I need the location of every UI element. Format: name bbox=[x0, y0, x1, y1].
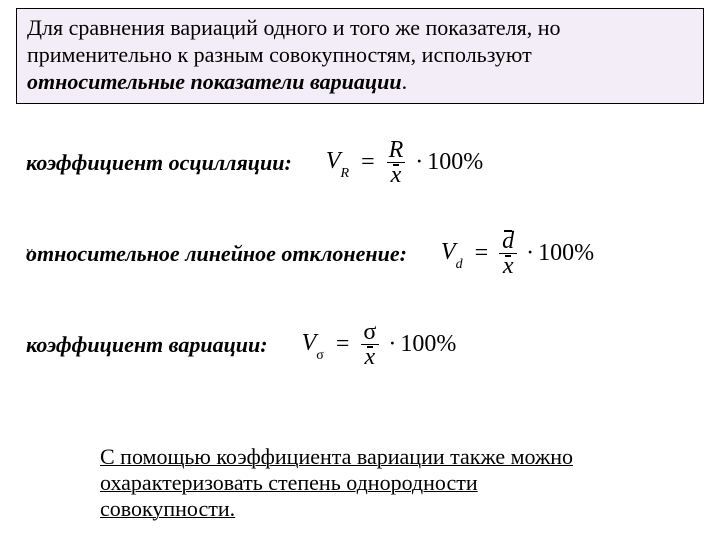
row-variation: коэффициент вариации: Vσ = σ x · 100% bbox=[0, 320, 720, 369]
footer-line1: С помощью коэффициента вариации также мо… bbox=[100, 444, 573, 469]
oscillation-tail: 100% bbox=[427, 149, 483, 176]
variation-formula: Vσ = σ x · 100% bbox=[302, 320, 457, 369]
variation-label: коэффициент вариации: bbox=[26, 332, 268, 358]
linear-numerator: d bbox=[502, 229, 514, 253]
row-linear: относительное линейное отклонение: Vd = … bbox=[0, 229, 720, 278]
oscillation-denominator: x bbox=[391, 163, 402, 187]
linear-denominator: x bbox=[503, 254, 514, 278]
oscillation-formula: VR = R x · 100% bbox=[326, 138, 483, 187]
linear-tail: 100% bbox=[538, 240, 594, 267]
intro-emph: относительные показатели вариации bbox=[27, 69, 402, 94]
oscillation-numerator: R bbox=[385, 138, 408, 162]
footer-line3: совокупности. bbox=[100, 496, 235, 521]
variation-denominator: x bbox=[365, 345, 376, 369]
footer-line2: охарактеризовать степень однородности bbox=[100, 470, 478, 495]
intro-period: . bbox=[402, 69, 408, 94]
row-oscillation: коэффициент осцилляции: VR = R x · 100% bbox=[0, 138, 720, 187]
variation-tail: 100% bbox=[400, 331, 456, 358]
tiny-vd-artifact: Vd bbox=[26, 248, 36, 261]
linear-formula: Vd = d x · 100% bbox=[441, 229, 594, 278]
linear-label: относительное линейное отклонение: bbox=[26, 241, 407, 267]
intro-box: Для сравнения вариаций одного и того же … bbox=[16, 8, 704, 104]
intro-line1: Для сравнения вариаций одного и того же … bbox=[27, 15, 561, 40]
footer-note: С помощью коэффициента вариации также мо… bbox=[100, 444, 660, 522]
oscillation-label: коэффициент осцилляции: bbox=[26, 150, 292, 176]
variation-numerator: σ bbox=[359, 320, 380, 344]
intro-line2: применительно к разным совокупностям, ис… bbox=[27, 42, 532, 67]
